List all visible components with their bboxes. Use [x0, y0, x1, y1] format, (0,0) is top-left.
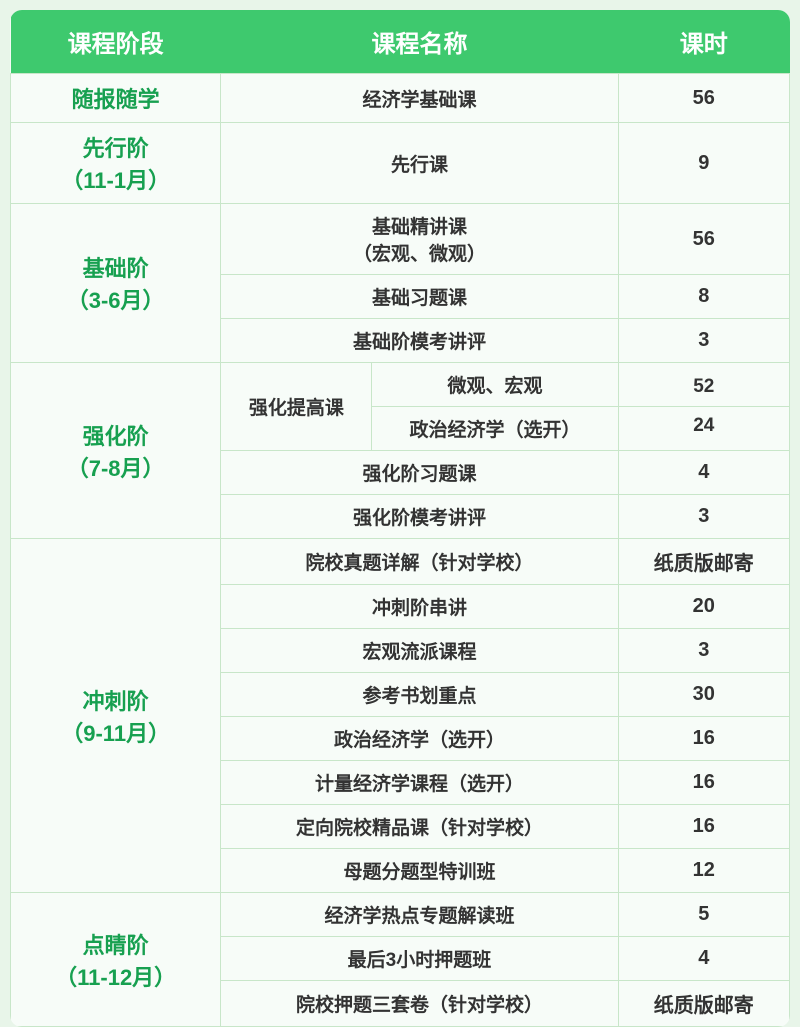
course-name-cell: 宏观流派课程 — [221, 629, 618, 673]
hours-cell: 8 — [618, 275, 789, 319]
course-name-cell: 基础习题课 — [221, 275, 618, 319]
col-name: 课程名称 — [221, 10, 618, 74]
course-name-cell: 基础精讲课（宏观、微观） — [221, 204, 618, 275]
course-name-cell: 强化阶模考讲评 — [221, 495, 618, 539]
hours-cell: 4 — [618, 451, 789, 495]
col-stage: 课程阶段 — [11, 10, 221, 74]
course-name-cell: 先行课 — [221, 123, 618, 204]
table-row: 强化阶（7-8月）强化提高课微观、宏观政治经济学（选开）5224 — [11, 363, 790, 451]
hours-cell: 24 — [619, 407, 789, 446]
split-label-cell: 强化提高课 — [221, 363, 372, 450]
course-name-cell: 微观、宏观 — [372, 363, 618, 407]
course-name-cell: 参考书划重点 — [221, 673, 618, 717]
hours-cell: 12 — [618, 849, 789, 893]
course-name-cell: 经济学热点专题解读班 — [221, 893, 618, 937]
course-name-cell: 计量经济学课程（选开） — [221, 761, 618, 805]
hours-cell: 52 — [619, 368, 789, 407]
stage-cell: 强化阶（7-8月） — [11, 363, 221, 539]
split-container: 强化提高课微观、宏观政治经济学（选开） — [221, 363, 618, 451]
header-row: 课程阶段 课程名称 课时 — [11, 10, 790, 74]
course-name-cell: 院校押题三套卷（针对学校） — [221, 981, 618, 1027]
table-row: 冲刺阶（9-11月）院校真题详解（针对学校）纸质版邮寄 — [11, 539, 790, 585]
col-hours: 课时 — [618, 10, 789, 74]
course-name-cell: 冲刺阶串讲 — [221, 585, 618, 629]
course-name-cell: 政治经济学（选开） — [372, 407, 618, 451]
hours-cell: 纸质版邮寄 — [618, 981, 789, 1027]
course-table-container: 课程阶段 课程名称 课时 随报随学经济学基础课56先行阶（11-1月）先行课9基… — [10, 10, 790, 1027]
stage-cell: 冲刺阶（9-11月） — [11, 539, 221, 893]
hours-cell: 56 — [618, 74, 789, 123]
hours-cell: 3 — [618, 319, 789, 363]
hours-cell: 5 — [618, 893, 789, 937]
hours-cell: 16 — [618, 761, 789, 805]
table-row: 点睛阶（11-12月）经济学热点专题解读班5 — [11, 893, 790, 937]
hours-cell: 16 — [618, 717, 789, 761]
stage-cell: 随报随学 — [11, 74, 221, 123]
course-name-cell: 母题分题型特训班 — [221, 849, 618, 893]
stage-cell: 先行阶（11-1月） — [11, 123, 221, 204]
hours-cell: 30 — [618, 673, 789, 717]
hours-cell: 4 — [618, 937, 789, 981]
hours-cell: 20 — [618, 585, 789, 629]
hours-container: 5224 — [618, 363, 789, 451]
hours-cell: 9 — [618, 123, 789, 204]
course-name-cell: 定向院校精品课（针对学校） — [221, 805, 618, 849]
course-name-cell: 最后3小时押题班 — [221, 937, 618, 981]
stage-cell: 基础阶（3-6月） — [11, 204, 221, 363]
hours-cell: 3 — [618, 629, 789, 673]
course-name-cell: 院校真题详解（针对学校） — [221, 539, 618, 585]
hours-cell: 56 — [618, 204, 789, 275]
hours-cell: 16 — [618, 805, 789, 849]
table-row: 基础阶（3-6月）基础精讲课（宏观、微观）56 — [11, 204, 790, 275]
hours-cell: 3 — [618, 495, 789, 539]
course-name-cell: 经济学基础课 — [221, 74, 618, 123]
course-name-cell: 政治经济学（选开） — [221, 717, 618, 761]
table-row: 随报随学经济学基础课56 — [11, 74, 790, 123]
hours-cell: 纸质版邮寄 — [618, 539, 789, 585]
course-table: 课程阶段 课程名称 课时 随报随学经济学基础课56先行阶（11-1月）先行课9基… — [10, 10, 790, 1027]
course-name-cell: 强化阶习题课 — [221, 451, 618, 495]
course-name-cell: 基础阶模考讲评 — [221, 319, 618, 363]
stage-cell: 点睛阶（11-12月） — [11, 893, 221, 1027]
table-row: 先行阶（11-1月）先行课9 — [11, 123, 790, 204]
